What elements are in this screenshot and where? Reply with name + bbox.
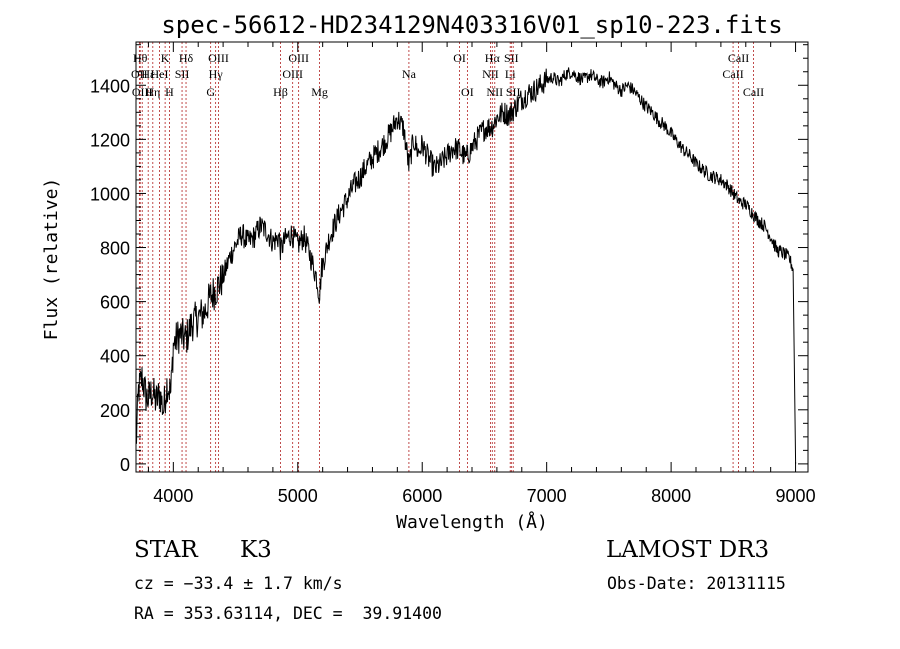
line-label: Hη — [145, 85, 160, 99]
line-label: G — [206, 85, 215, 99]
spectral-line-markers: HθOIIOIIIHεHηHeIKHSIIHδGHγOIIIHβOIIIOIII… — [131, 42, 764, 472]
y-axis-label: Flux (relative) — [41, 178, 62, 341]
line-label: Mg — [311, 85, 328, 99]
line-label: SII — [175, 67, 190, 81]
y-tick-label: 200 — [100, 401, 130, 421]
line-label: SII — [506, 85, 521, 99]
x-tick-label: 6000 — [402, 486, 442, 506]
line-label: Li — [505, 67, 516, 81]
observation-date: Obs-Date: 20131115 — [607, 574, 786, 593]
x-tick-label: 5000 — [278, 486, 318, 506]
y-tick-label: 0 — [120, 455, 130, 475]
x-tick-label: 4000 — [153, 486, 193, 506]
line-label: H — [165, 85, 174, 99]
x-axis-label: Wavelength (Å) — [396, 511, 548, 533]
x-tick-label: 9000 — [776, 486, 816, 506]
y-tick-label: 600 — [100, 293, 130, 313]
object-type: STAR — [134, 537, 198, 563]
line-label: Hδ — [179, 51, 194, 65]
redshift-velocity: cz = −33.4 ± 1.7 km/s — [134, 574, 343, 593]
line-label: CaII — [728, 51, 749, 65]
line-label: CaII — [743, 85, 764, 99]
line-label: Hβ — [273, 85, 288, 99]
x-tick-label: 8000 — [651, 486, 691, 506]
line-label: Na — [402, 67, 417, 81]
chart-title: spec-56612-HD234129N403316V01_sp10-223.f… — [161, 11, 782, 39]
spectral-class: K3 — [240, 537, 272, 563]
line-label: OIII — [132, 85, 153, 99]
line-label: OIII — [208, 51, 229, 65]
line-label: Hγ — [209, 67, 224, 81]
line-label: OIII — [288, 51, 309, 65]
line-label: OI — [461, 85, 474, 99]
line-label: K — [161, 51, 170, 65]
line-label: OIII — [282, 67, 303, 81]
y-tick-label: 1200 — [90, 130, 130, 150]
line-label: NII — [482, 67, 499, 81]
line-label: OII — [131, 67, 148, 81]
y-tick-label: 1000 — [90, 184, 130, 204]
x-tick-label: 7000 — [527, 486, 567, 506]
y-tick-label: 400 — [100, 347, 130, 367]
line-label: NII — [486, 85, 503, 99]
survey-name: LAMOST DR3 — [606, 537, 770, 563]
line-label: CaII — [722, 67, 743, 81]
axis-ticks: 4000 5000 6000 7000 8000 9000 0 200 400 600 800 100… — [90, 42, 816, 506]
flux-line — [135, 67, 797, 464]
line-label: SII — [504, 51, 519, 65]
coordinates: RA = 353.63114, DEC = 39.91400 — [134, 604, 442, 623]
line-label: Hε — [141, 67, 155, 81]
plot-frame — [135, 41, 809, 473]
line-label: Hα — [485, 51, 501, 65]
line-label: OI — [453, 51, 466, 65]
y-tick-label: 1400 — [90, 76, 130, 96]
line-label: HeI — [151, 67, 169, 81]
y-tick-label: 800 — [100, 239, 130, 259]
